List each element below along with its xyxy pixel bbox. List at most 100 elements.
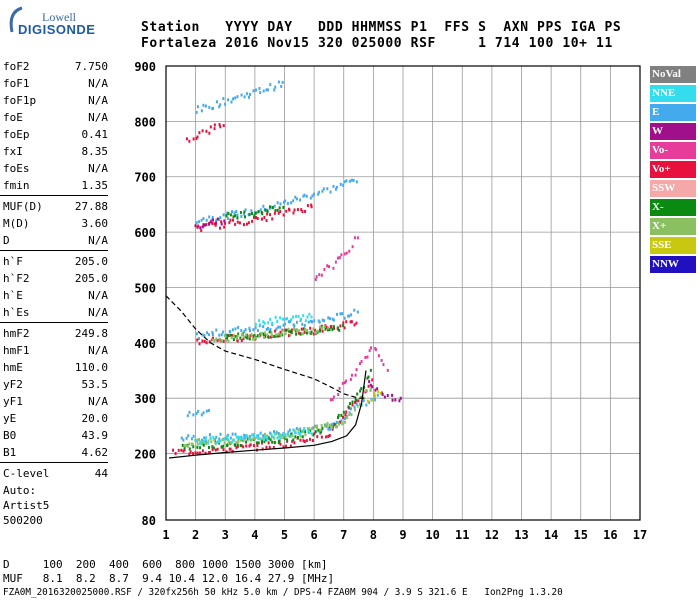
echo-point — [366, 399, 369, 403]
echo-point — [265, 438, 268, 442]
echo-point — [321, 318, 324, 322]
echo-point — [344, 416, 347, 420]
echo-point — [331, 427, 334, 431]
echo-point — [342, 410, 345, 414]
echo-point — [353, 408, 356, 412]
echo-point — [253, 214, 256, 218]
echo-point — [203, 334, 206, 338]
echo-point — [281, 433, 284, 437]
echo-point — [276, 208, 279, 212]
echo-point — [252, 215, 255, 219]
echo-point — [215, 441, 218, 445]
legend-item: SSW — [650, 180, 696, 197]
param-name: h`E — [3, 289, 23, 302]
echo-point — [336, 312, 339, 316]
echo-point — [268, 330, 271, 334]
echo-point — [237, 332, 240, 336]
echo-point — [355, 321, 358, 325]
echo-point — [285, 444, 288, 448]
x-tick-label: 17 — [633, 528, 647, 542]
echo-point — [201, 449, 204, 453]
param-name: h`F2 — [3, 272, 30, 285]
param-name: yE — [3, 412, 17, 425]
x-tick-label: 9 — [399, 528, 406, 542]
echo-point — [310, 205, 313, 209]
echo-point — [266, 212, 269, 216]
echo-point — [206, 331, 209, 335]
echo-point — [232, 97, 235, 101]
param-name: foEp — [3, 128, 30, 141]
echo-point — [235, 446, 238, 450]
echo-point — [202, 443, 205, 447]
echo-point — [288, 208, 291, 212]
x-tick-label: 14 — [544, 528, 558, 542]
echo-point — [301, 210, 304, 214]
echo-point — [242, 335, 245, 339]
echo-point — [338, 328, 341, 332]
echo-point — [236, 443, 239, 447]
echo-point — [345, 410, 348, 414]
echo-point — [282, 213, 285, 217]
echo-point — [326, 264, 329, 268]
echo-point — [338, 386, 341, 390]
echo-point — [266, 434, 269, 438]
echo-point — [297, 428, 300, 432]
echo-point — [215, 435, 218, 439]
echo-point — [303, 327, 306, 331]
echo-point — [211, 338, 214, 342]
echo-point — [306, 329, 309, 333]
echo-point — [257, 441, 260, 445]
echo-point — [269, 335, 272, 339]
echo-point — [304, 319, 307, 323]
echo-point — [191, 452, 194, 456]
param-row: B0 43.9 — [0, 427, 108, 444]
echo-point — [236, 220, 239, 224]
echo-point — [222, 124, 225, 128]
echo-point — [297, 314, 300, 318]
echo-point — [197, 438, 200, 442]
param-name: hmF1 — [3, 344, 30, 357]
echo-point — [341, 415, 344, 419]
echo-point — [279, 330, 282, 334]
echo-point — [332, 395, 335, 399]
echo-point — [286, 432, 289, 436]
plasma-frequency-profile-line — [165, 295, 366, 399]
echo-point — [180, 436, 183, 440]
param-row: M(D) 3.60 — [0, 215, 108, 232]
echo-point — [335, 420, 338, 424]
echo-point — [343, 381, 346, 385]
echo-point — [310, 330, 313, 334]
echo-point — [212, 435, 215, 439]
echo-point — [247, 221, 250, 225]
echo-point — [308, 430, 311, 434]
echo-point — [293, 328, 296, 332]
echo-point — [316, 435, 319, 439]
echo-point — [341, 422, 344, 426]
echo-point — [326, 187, 329, 191]
echo-point — [302, 429, 305, 433]
echo-point — [222, 448, 225, 452]
echo-point — [371, 398, 374, 402]
echo-point — [319, 428, 322, 432]
echo-point — [282, 205, 285, 209]
echo-point — [295, 332, 298, 336]
echo-point — [190, 437, 193, 441]
y-tick-label: 300 — [134, 392, 156, 406]
echo-point — [232, 215, 235, 219]
echo-point — [325, 435, 328, 439]
echo-point — [202, 217, 205, 221]
echo-point — [330, 423, 333, 427]
echo-point — [219, 226, 222, 230]
x-tick-label: 13 — [514, 528, 528, 542]
x-tick-label: 8 — [370, 528, 377, 542]
echo-point — [229, 330, 232, 334]
echo-point — [369, 383, 372, 387]
echo-point — [349, 407, 352, 411]
y-tick-label: 200 — [134, 448, 156, 462]
echo-point — [294, 329, 297, 333]
echo-point — [282, 445, 285, 449]
echo-point — [278, 439, 281, 443]
echo-point — [265, 88, 268, 92]
echo-point — [244, 335, 247, 339]
echo-point — [299, 432, 302, 436]
